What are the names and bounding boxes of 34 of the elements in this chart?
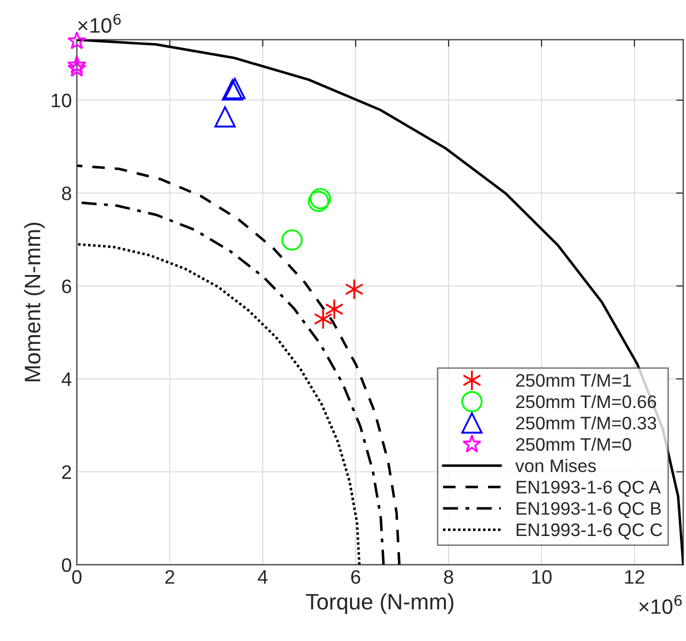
y-tick-label: 6 xyxy=(62,279,72,294)
y-tick-label: 10 xyxy=(52,94,72,108)
text: ×10$^{6}$ xyxy=(639,594,682,614)
y-tick-label: 4 xyxy=(62,372,72,386)
line-series xyxy=(76,242,361,565)
legend-label: EN1993-1-6 QC B xyxy=(516,502,661,518)
text: ×10$^{6}$ xyxy=(78,14,121,33)
x-tick-label: 8 xyxy=(444,570,454,584)
x-axis-title: Torque (N-mm) xyxy=(306,593,454,614)
legend-label: EN1993-1-6 QC C xyxy=(516,523,662,540)
legend-label: 250mm T/M=1 xyxy=(516,374,631,387)
x-tick-label: 12 xyxy=(625,570,644,584)
point xyxy=(324,298,344,320)
legend-label: 250mm T/M=0.33 xyxy=(516,416,656,430)
legend-label: EN1993-1-6 QC A xyxy=(516,480,661,497)
x-tick-label: 0 xyxy=(72,570,82,584)
x-tick-label: 4 xyxy=(258,570,268,584)
point xyxy=(67,58,86,77)
x-tick-label: 2 xyxy=(165,570,174,584)
point xyxy=(314,308,332,330)
point xyxy=(214,106,236,128)
y-tick-label: 8 xyxy=(62,186,72,200)
legend-label: 250mm T/M=0.66 xyxy=(516,394,656,408)
point xyxy=(344,278,364,300)
legend-label: von Mises xyxy=(515,458,596,472)
x-tick-label: 10 xyxy=(532,570,552,584)
legend-label: 250mm T/M=0 xyxy=(516,438,632,451)
x-tick-label: 6 xyxy=(351,570,360,584)
point xyxy=(281,229,303,251)
point xyxy=(67,31,86,50)
y-tick-label: 2 xyxy=(62,465,71,479)
y-tick-label: 0 xyxy=(62,558,72,572)
point xyxy=(67,55,86,74)
y-axis-title: Moment (N-mm) xyxy=(24,222,45,382)
